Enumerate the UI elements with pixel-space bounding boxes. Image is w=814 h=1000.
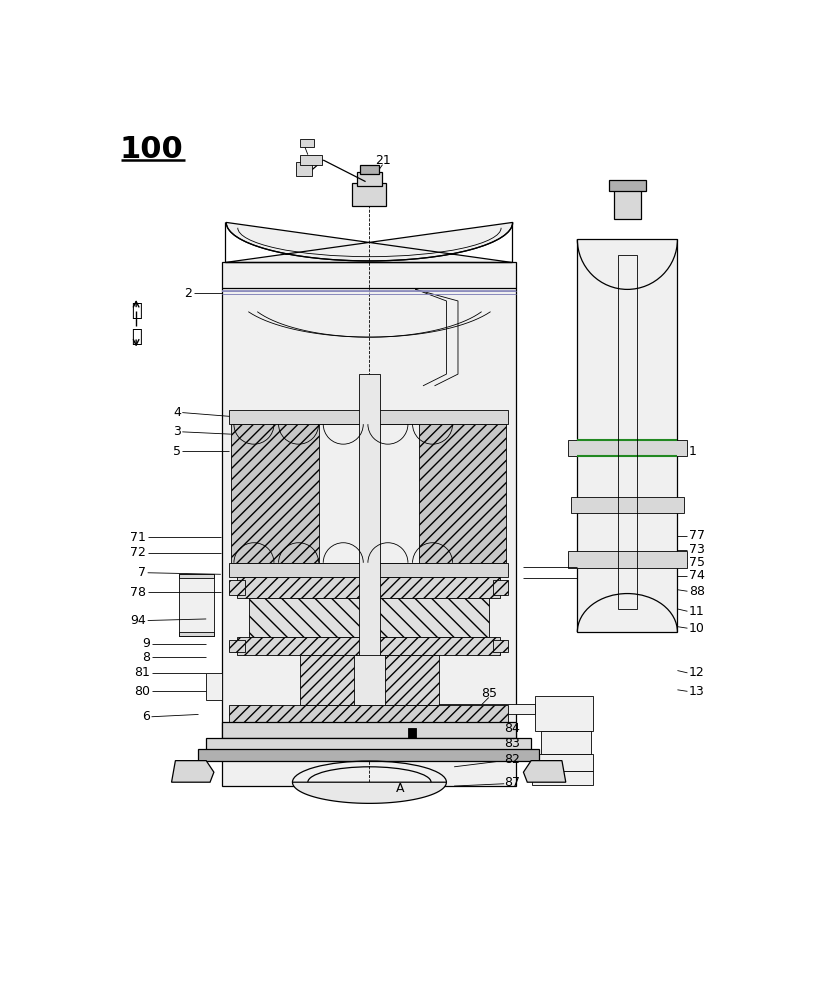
Polygon shape: [292, 782, 446, 803]
Text: 82: 82: [504, 753, 520, 766]
Bar: [532, 771, 593, 785]
Text: 12: 12: [689, 666, 705, 679]
Text: 下: 下: [131, 328, 142, 346]
Bar: [230, 705, 508, 722]
Text: 2: 2: [185, 287, 192, 300]
Bar: [357, 172, 382, 186]
Polygon shape: [523, 761, 566, 782]
Bar: [231, 424, 506, 563]
Text: 10: 10: [689, 622, 705, 635]
Bar: [571, 497, 684, 513]
Text: 7: 7: [138, 566, 147, 579]
Text: 71: 71: [130, 531, 147, 544]
Bar: [179, 632, 214, 636]
Text: 80: 80: [134, 685, 150, 698]
Text: 100: 100: [120, 135, 183, 164]
Bar: [206, 738, 531, 751]
Text: 4: 4: [173, 406, 181, 419]
Bar: [535, 696, 593, 731]
Text: 1: 1: [689, 445, 697, 458]
Text: 13: 13: [689, 685, 705, 698]
Bar: [577, 239, 677, 632]
Bar: [179, 574, 214, 636]
Bar: [537, 754, 593, 771]
Bar: [300, 155, 322, 165]
Bar: [230, 640, 245, 652]
Bar: [359, 374, 380, 674]
Bar: [568, 551, 687, 568]
Bar: [248, 598, 488, 637]
Text: 78: 78: [130, 586, 147, 599]
Bar: [237, 637, 501, 655]
Bar: [199, 749, 539, 761]
Text: 81: 81: [134, 666, 150, 679]
Text: 94: 94: [130, 614, 147, 627]
Bar: [352, 183, 387, 206]
Text: 85: 85: [481, 687, 497, 700]
Bar: [618, 255, 637, 609]
Bar: [230, 410, 508, 424]
Bar: [206, 673, 221, 700]
Bar: [492, 580, 508, 595]
Bar: [541, 731, 591, 754]
Bar: [354, 655, 385, 705]
Text: 88: 88: [689, 585, 705, 598]
Text: 3: 3: [173, 425, 181, 438]
Text: 上: 上: [131, 302, 142, 320]
Text: A: A: [396, 782, 405, 795]
Text: 87: 87: [504, 776, 520, 789]
Bar: [614, 188, 641, 219]
Bar: [319, 424, 419, 563]
Text: 75: 75: [689, 556, 705, 569]
Bar: [221, 722, 516, 738]
Bar: [300, 655, 439, 705]
Text: 83: 83: [504, 737, 520, 750]
Text: 9: 9: [142, 637, 150, 650]
Text: 72: 72: [130, 546, 147, 559]
Polygon shape: [172, 761, 214, 782]
Text: 77: 77: [689, 529, 705, 542]
Bar: [296, 162, 312, 176]
Bar: [360, 165, 379, 174]
Bar: [179, 574, 214, 578]
Text: 84: 84: [504, 722, 520, 735]
Bar: [492, 640, 508, 652]
Text: 6: 6: [142, 710, 150, 723]
Text: 8: 8: [142, 651, 150, 664]
Bar: [385, 704, 535, 714]
Bar: [221, 262, 516, 786]
Bar: [408, 728, 416, 738]
Bar: [230, 580, 245, 595]
Bar: [300, 139, 314, 147]
Bar: [237, 577, 501, 598]
Text: 73: 73: [689, 543, 705, 556]
Text: 11: 11: [689, 605, 705, 618]
Polygon shape: [225, 222, 513, 262]
Text: 21: 21: [374, 154, 391, 167]
Text: 5: 5: [173, 445, 181, 458]
Bar: [609, 180, 646, 191]
Bar: [568, 440, 687, 456]
Bar: [230, 563, 508, 577]
Text: 74: 74: [689, 569, 705, 582]
